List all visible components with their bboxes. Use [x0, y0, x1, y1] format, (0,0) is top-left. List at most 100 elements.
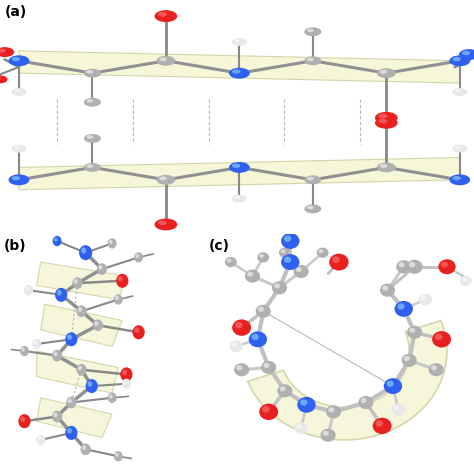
Circle shape	[274, 283, 280, 288]
Circle shape	[317, 248, 328, 258]
Circle shape	[237, 365, 242, 370]
Circle shape	[384, 378, 402, 394]
Circle shape	[94, 321, 98, 326]
Circle shape	[449, 55, 470, 66]
Circle shape	[158, 220, 167, 225]
Circle shape	[234, 363, 249, 376]
Circle shape	[73, 277, 82, 289]
Circle shape	[123, 380, 127, 384]
Circle shape	[86, 70, 93, 73]
Polygon shape	[36, 351, 118, 393]
Circle shape	[11, 88, 27, 96]
Circle shape	[156, 56, 175, 66]
Circle shape	[80, 246, 91, 260]
Circle shape	[234, 196, 240, 199]
Circle shape	[21, 347, 25, 351]
Circle shape	[86, 379, 98, 393]
Circle shape	[455, 89, 461, 92]
Circle shape	[76, 305, 87, 317]
Circle shape	[279, 248, 291, 258]
Circle shape	[26, 286, 29, 291]
Circle shape	[9, 175, 29, 185]
Circle shape	[67, 334, 72, 340]
Circle shape	[320, 429, 336, 442]
Circle shape	[235, 322, 243, 329]
Circle shape	[132, 325, 145, 339]
Circle shape	[122, 379, 131, 389]
Circle shape	[249, 331, 267, 347]
Polygon shape	[19, 158, 460, 190]
Circle shape	[307, 58, 314, 61]
Circle shape	[307, 177, 314, 180]
Circle shape	[122, 370, 127, 375]
Circle shape	[234, 39, 240, 42]
Circle shape	[284, 256, 291, 263]
Circle shape	[134, 328, 139, 333]
Circle shape	[78, 366, 82, 370]
Circle shape	[156, 175, 175, 185]
Circle shape	[460, 276, 472, 286]
Polygon shape	[19, 51, 460, 83]
Circle shape	[380, 70, 387, 73]
Circle shape	[86, 164, 93, 168]
Circle shape	[159, 57, 167, 61]
Circle shape	[361, 398, 367, 403]
Circle shape	[12, 176, 20, 180]
Circle shape	[65, 426, 77, 440]
Circle shape	[159, 176, 167, 180]
Circle shape	[378, 118, 387, 124]
Circle shape	[53, 236, 62, 246]
Polygon shape	[248, 321, 447, 440]
Circle shape	[257, 252, 269, 263]
Circle shape	[375, 117, 398, 129]
Circle shape	[12, 57, 20, 61]
Circle shape	[158, 12, 167, 17]
Circle shape	[74, 279, 78, 284]
Circle shape	[0, 47, 14, 57]
Circle shape	[255, 305, 271, 318]
Circle shape	[52, 350, 62, 361]
Circle shape	[109, 240, 112, 244]
Circle shape	[86, 99, 93, 102]
Circle shape	[459, 49, 474, 60]
Circle shape	[393, 405, 399, 410]
Circle shape	[115, 453, 118, 457]
Circle shape	[431, 365, 437, 370]
Circle shape	[319, 249, 323, 253]
Circle shape	[462, 277, 466, 281]
Circle shape	[232, 69, 240, 74]
Circle shape	[79, 245, 92, 260]
Circle shape	[420, 295, 426, 300]
Circle shape	[114, 294, 123, 305]
Circle shape	[54, 237, 57, 241]
Circle shape	[229, 162, 250, 173]
Circle shape	[97, 263, 107, 275]
Circle shape	[407, 326, 422, 339]
Circle shape	[11, 145, 27, 153]
Circle shape	[232, 319, 251, 336]
Circle shape	[382, 285, 388, 291]
Circle shape	[84, 98, 101, 107]
Circle shape	[380, 284, 395, 297]
Circle shape	[0, 49, 6, 52]
Circle shape	[453, 57, 461, 61]
Circle shape	[229, 341, 243, 352]
Circle shape	[109, 394, 112, 398]
Text: (b): (b)	[4, 239, 27, 253]
Circle shape	[452, 88, 467, 96]
Circle shape	[14, 146, 20, 149]
Circle shape	[284, 235, 291, 242]
Circle shape	[455, 146, 461, 149]
Circle shape	[409, 328, 415, 333]
Circle shape	[227, 258, 231, 263]
Circle shape	[328, 407, 334, 412]
Circle shape	[84, 69, 101, 78]
Circle shape	[401, 354, 417, 367]
Circle shape	[259, 254, 264, 258]
Circle shape	[0, 77, 1, 80]
Circle shape	[18, 414, 30, 428]
Circle shape	[65, 332, 77, 346]
Circle shape	[247, 271, 253, 277]
Circle shape	[462, 51, 470, 55]
Circle shape	[81, 248, 86, 254]
